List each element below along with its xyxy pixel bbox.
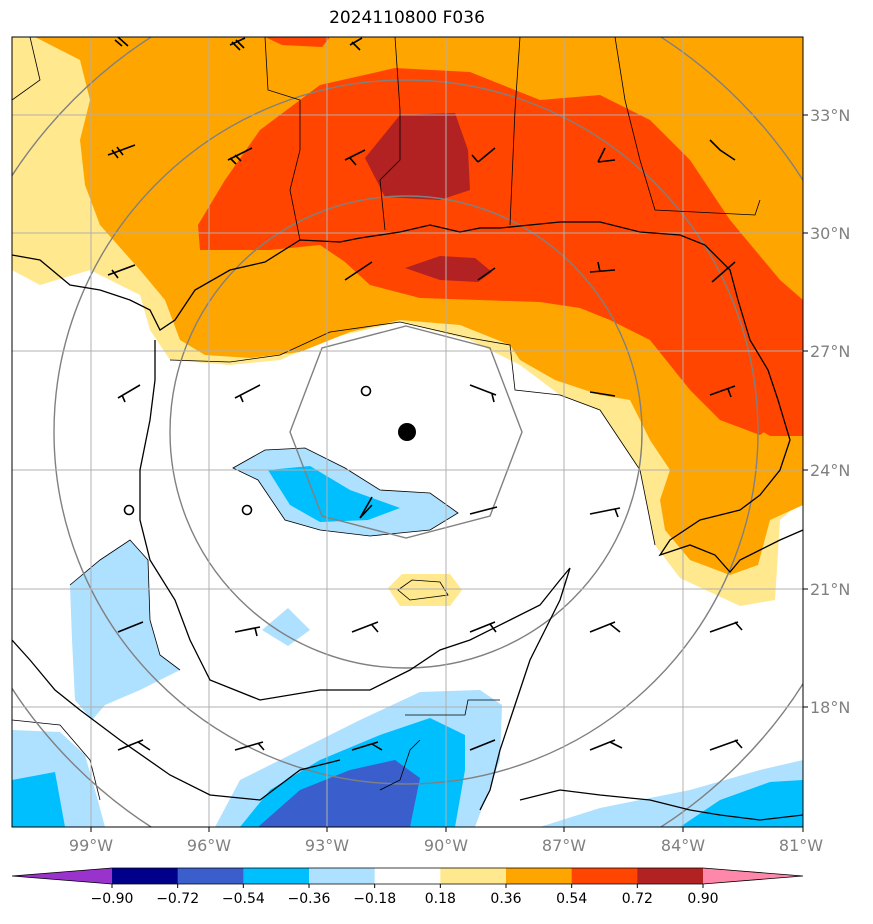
colorbar-tick-label: −0.90: [91, 891, 134, 907]
contour-fill-cyan-gulf: [268, 466, 400, 522]
calm-markers: [123, 385, 372, 516]
state-borders: [12, 37, 761, 791]
range-rings: [12, 37, 803, 827]
coastlines: [12, 221, 803, 821]
storm-center-marker: [398, 423, 416, 441]
contour-fill-royal-blue-south: [258, 760, 420, 827]
colorbar-segment: [112, 868, 179, 884]
lon-label: 90°W: [424, 836, 468, 855]
colorbar-labels: −0.90 −0.72 −0.54 −0.36 −0.18 0.18 0.36 0.54 0.7…: [91, 891, 719, 907]
latitude-labels: 33°N 30°N 27°N 24°N 21°N 18°N: [810, 106, 850, 717]
lon-label: 87°W: [542, 836, 586, 855]
plot-frame: [11, 36, 804, 828]
colorbar-segment: [177, 868, 244, 884]
lat-label: 33°N: [810, 106, 850, 125]
colorbar-tick-label: 0.54: [556, 891, 587, 907]
colorbar-segment: [571, 868, 638, 884]
colorbar-tick-label: −0.72: [156, 891, 199, 907]
colorbar-tick-label: −0.54: [222, 891, 265, 907]
graticule: [12, 37, 803, 827]
contour-fill-yellow-gulf: [388, 574, 462, 606]
contour-fill-red-orange: [198, 37, 803, 435]
colorbar-tick-label: 0.36: [490, 891, 521, 907]
lon-label: 99°W: [69, 836, 113, 855]
colorbar-segment: [374, 868, 441, 884]
colorbar-segment: [506, 868, 573, 884]
colorbar-tick-label: 0.18: [425, 891, 456, 907]
colorbar-segment: [309, 868, 376, 884]
colorbar: [11, 867, 804, 888]
colorbar-segment: [637, 868, 704, 884]
contour-fill-dark-red-coast: [405, 256, 492, 282]
lat-label: 27°N: [810, 342, 850, 361]
contour-fill-dark-red-north: [365, 113, 470, 200]
colorbar-extend-low: [12, 868, 112, 884]
lon-label: 84°W: [661, 836, 705, 855]
lat-label: 21°N: [810, 580, 850, 599]
lon-label: 81°W: [779, 836, 823, 855]
contour-fill-red-orange-east: [760, 382, 803, 436]
wind-barbs: [107, 37, 743, 751]
colorbar-tick-label: −0.18: [353, 891, 396, 907]
contour-fill-light-blue-small: [262, 608, 310, 646]
lon-label: 93°W: [305, 836, 349, 855]
colorbar-tick-label: −0.36: [288, 891, 331, 907]
colorbar-tick-label: 0.72: [622, 891, 653, 907]
axis-ticks: [90, 114, 808, 832]
colorbar-segment: [440, 868, 507, 884]
longitude-labels: 99°W 96°W 93°W 90°W 87°W 84°W 81°W: [69, 836, 823, 855]
colorbar-tick-label: 0.90: [687, 891, 718, 907]
colorbar-extend-high: [703, 868, 803, 884]
colorbar-segment: [243, 868, 310, 884]
lat-label: 18°N: [810, 698, 850, 717]
lat-label: 30°N: [810, 224, 850, 243]
map-title: 2024110800 F036: [329, 8, 485, 28]
lon-label: 96°W: [187, 836, 231, 855]
lat-label: 24°N: [810, 461, 850, 480]
